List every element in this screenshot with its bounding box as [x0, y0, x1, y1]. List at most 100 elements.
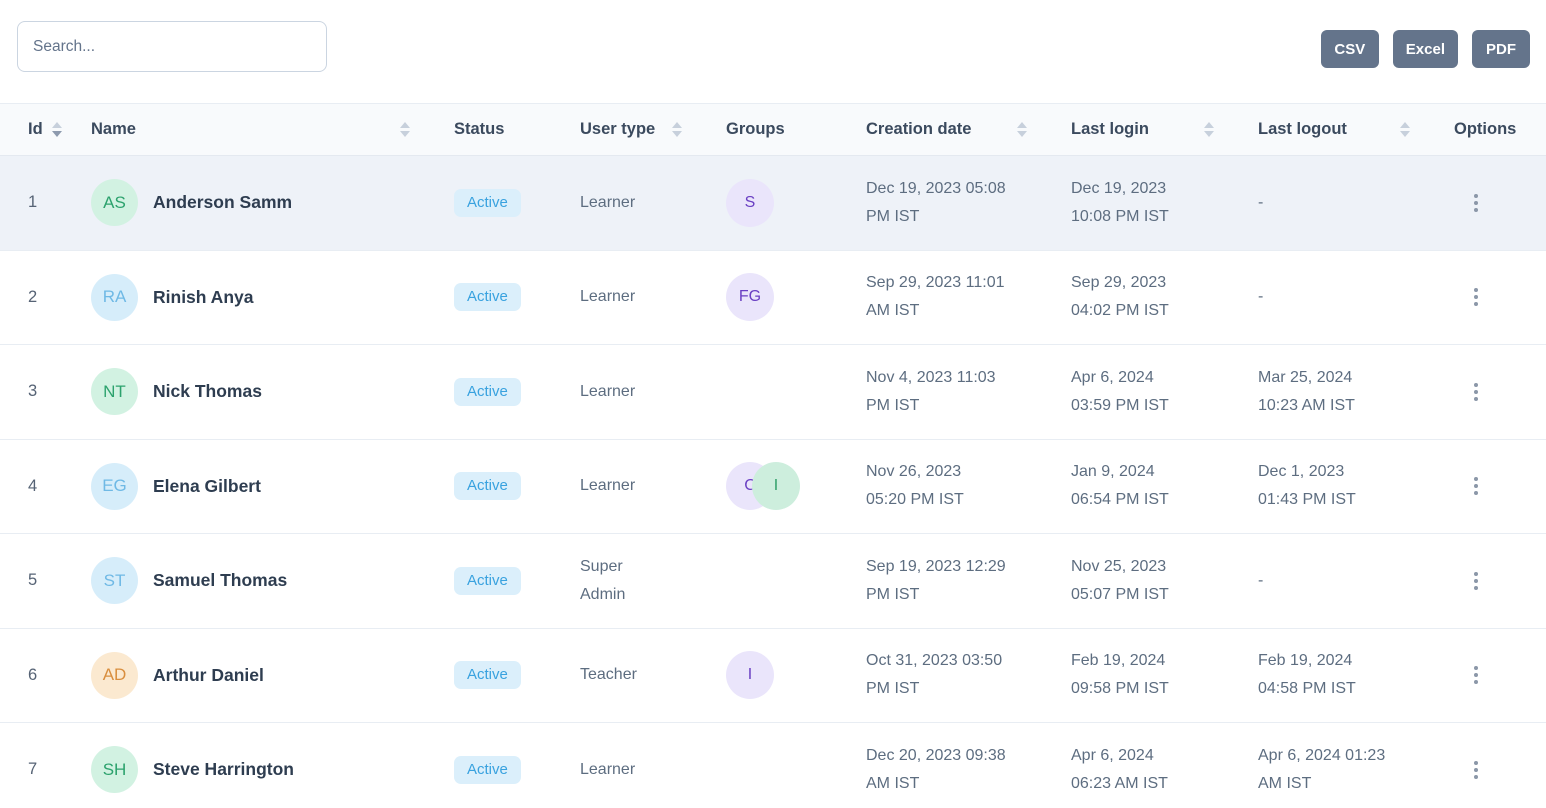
- cell-options: [1430, 629, 1546, 723]
- cell-creation-date: Dec 19, 2023 05:08 PM IST: [842, 156, 1047, 250]
- options-menu-button[interactable]: [1460, 658, 1492, 692]
- cell-groups: FG: [702, 251, 842, 345]
- last-login-text: Nov 25, 2023 05:07 PM IST: [1071, 557, 1169, 603]
- cell-user-type: Learner: [556, 723, 702, 808]
- column-header-last-login[interactable]: Last login: [1047, 104, 1234, 155]
- sort-descending-triangle: [52, 131, 62, 137]
- group-badge[interactable]: I: [752, 462, 800, 511]
- options-menu-button[interactable]: [1460, 753, 1492, 787]
- options-menu-button[interactable]: [1460, 375, 1492, 409]
- last-login-text: Sep 29, 2023 04:02 PM IST: [1071, 274, 1169, 320]
- cell-options: [1430, 156, 1546, 250]
- table-row: 6 AD Arthur Daniel Active Teacher I Oct 31, 20…: [0, 628, 1546, 723]
- column-header-last-logout[interactable]: Last logout: [1234, 104, 1430, 155]
- group-badge[interactable]: I: [726, 651, 774, 700]
- sort-descending-triangle: [1017, 131, 1027, 137]
- kebab-dot: [1474, 585, 1478, 590]
- cell-status: Active: [430, 723, 556, 808]
- column-header-label: Status: [454, 120, 505, 138]
- column-header-id[interactable]: Id: [0, 104, 80, 155]
- kebab-dot: [1474, 382, 1478, 387]
- toolbar: CSV Excel PDF: [0, 0, 1546, 103]
- cell-id: 2: [0, 251, 80, 345]
- cell-name: RA Rinish Anya: [80, 251, 430, 345]
- last-login-text: Jan 9, 2024 06:54 PM IST: [1071, 463, 1169, 509]
- sort-descending-triangle: [1400, 131, 1410, 137]
- user-type-text: Super Admin: [580, 557, 626, 603]
- status-badge: Active: [454, 755, 521, 784]
- row-id: 1: [28, 193, 38, 212]
- cell-groups: [702, 534, 842, 628]
- cell-creation-date: Nov 4, 2023 11:03 PM IST: [842, 345, 1047, 439]
- options-menu-button[interactable]: [1460, 186, 1492, 220]
- sort-ascending-triangle: [52, 122, 62, 128]
- cell-last-logout: Feb 19, 2024 04:58 PM IST: [1234, 629, 1430, 723]
- row-id: 2: [28, 287, 38, 306]
- cell-options: [1430, 723, 1546, 808]
- cell-options: [1430, 251, 1546, 345]
- cell-user-type: Learner: [556, 251, 702, 345]
- cell-id: 5: [0, 534, 80, 628]
- kebab-dot: [1474, 680, 1478, 685]
- kebab-dot: [1474, 200, 1478, 205]
- cell-last-logout: Mar 25, 2024 10:23 AM IST: [1234, 345, 1430, 439]
- user-name: Nick Thomas: [153, 381, 262, 402]
- status-badge: Active: [454, 377, 521, 406]
- row-id: 4: [28, 476, 38, 495]
- kebab-dot: [1474, 491, 1478, 496]
- cell-last-login: Jan 9, 2024 06:54 PM IST: [1047, 440, 1234, 534]
- column-header-label: User type: [580, 120, 656, 138]
- row-id: 3: [28, 382, 38, 401]
- cell-options: [1430, 440, 1546, 534]
- search-input[interactable]: [17, 21, 327, 72]
- cell-user-type: Learner: [556, 345, 702, 439]
- creation-date-text: Sep 29, 2023 11:01 AM IST: [866, 274, 1005, 320]
- options-menu-button[interactable]: [1460, 564, 1492, 598]
- creation-date-text: Dec 19, 2023 05:08 PM IST: [866, 179, 1006, 225]
- kebab-dot: [1474, 477, 1478, 482]
- column-header-label: Name: [91, 120, 136, 138]
- column-header-creation-date[interactable]: Creation date: [842, 104, 1047, 155]
- column-header-user-type[interactable]: User type: [556, 104, 702, 155]
- sort-ascending-triangle: [1204, 122, 1214, 128]
- last-login-text: Dec 19, 2023 10:08 PM IST: [1071, 179, 1169, 225]
- group-badge[interactable]: FG: [726, 273, 774, 322]
- cell-options: [1430, 534, 1546, 628]
- cell-creation-date: Nov 26, 2023 05:20 PM IST: [842, 440, 1047, 534]
- cell-user-type: Learner: [556, 156, 702, 250]
- export-excel-button[interactable]: Excel: [1392, 30, 1458, 68]
- options-menu-button[interactable]: [1460, 280, 1492, 314]
- group-badge[interactable]: S: [726, 178, 774, 227]
- last-logout-text: Feb 19, 2024 04:58 PM IST: [1258, 652, 1356, 698]
- creation-date-text: Nov 4, 2023 11:03 PM IST: [866, 368, 996, 414]
- export-pdf-button[interactable]: PDF: [1472, 30, 1530, 68]
- cell-options: [1430, 345, 1546, 439]
- column-header-name[interactable]: Name: [80, 104, 430, 155]
- sort-icon: [1400, 122, 1410, 137]
- sort-descending-triangle: [400, 131, 410, 137]
- last-login-text: Apr 6, 2024 03:59 PM IST: [1071, 368, 1169, 414]
- table-body: 1 AS Anderson Samm Active Learner S Dec 19, 20…: [0, 156, 1546, 808]
- column-header-label: Options: [1454, 120, 1517, 138]
- cell-name: AS Anderson Samm: [80, 156, 430, 250]
- status-badge: Active: [454, 188, 521, 217]
- cell-status: Active: [430, 345, 556, 439]
- last-logout-text: Mar 25, 2024 10:23 AM IST: [1258, 368, 1355, 414]
- table-row: 5 ST Samuel Thomas Active Super Admin Sep 19,…: [0, 534, 1546, 629]
- table-row: 3 NT Nick Thomas Active Learner Nov 4, 2023 1…: [0, 345, 1546, 440]
- sort-ascending-triangle: [1017, 122, 1027, 128]
- cell-name: AD Arthur Daniel: [80, 629, 430, 723]
- export-csv-button[interactable]: CSV: [1320, 30, 1379, 68]
- options-menu-button[interactable]: [1460, 469, 1492, 503]
- sort-icon: [52, 122, 62, 137]
- cell-name: SH Steve Harrington: [80, 723, 430, 808]
- cell-user-type: Teacher: [556, 629, 702, 723]
- creation-date-text: Oct 31, 2023 03:50 PM IST: [866, 652, 1003, 698]
- cell-groups: S: [702, 156, 842, 250]
- column-header-label: Id: [28, 120, 43, 138]
- cell-status: Active: [430, 629, 556, 723]
- user-type-text: Teacher: [580, 666, 637, 684]
- table-row: 2 RA Rinish Anya Active Learner FG Sep 29, 202…: [0, 250, 1546, 345]
- creation-date-text: Nov 26, 2023 05:20 PM IST: [866, 463, 964, 509]
